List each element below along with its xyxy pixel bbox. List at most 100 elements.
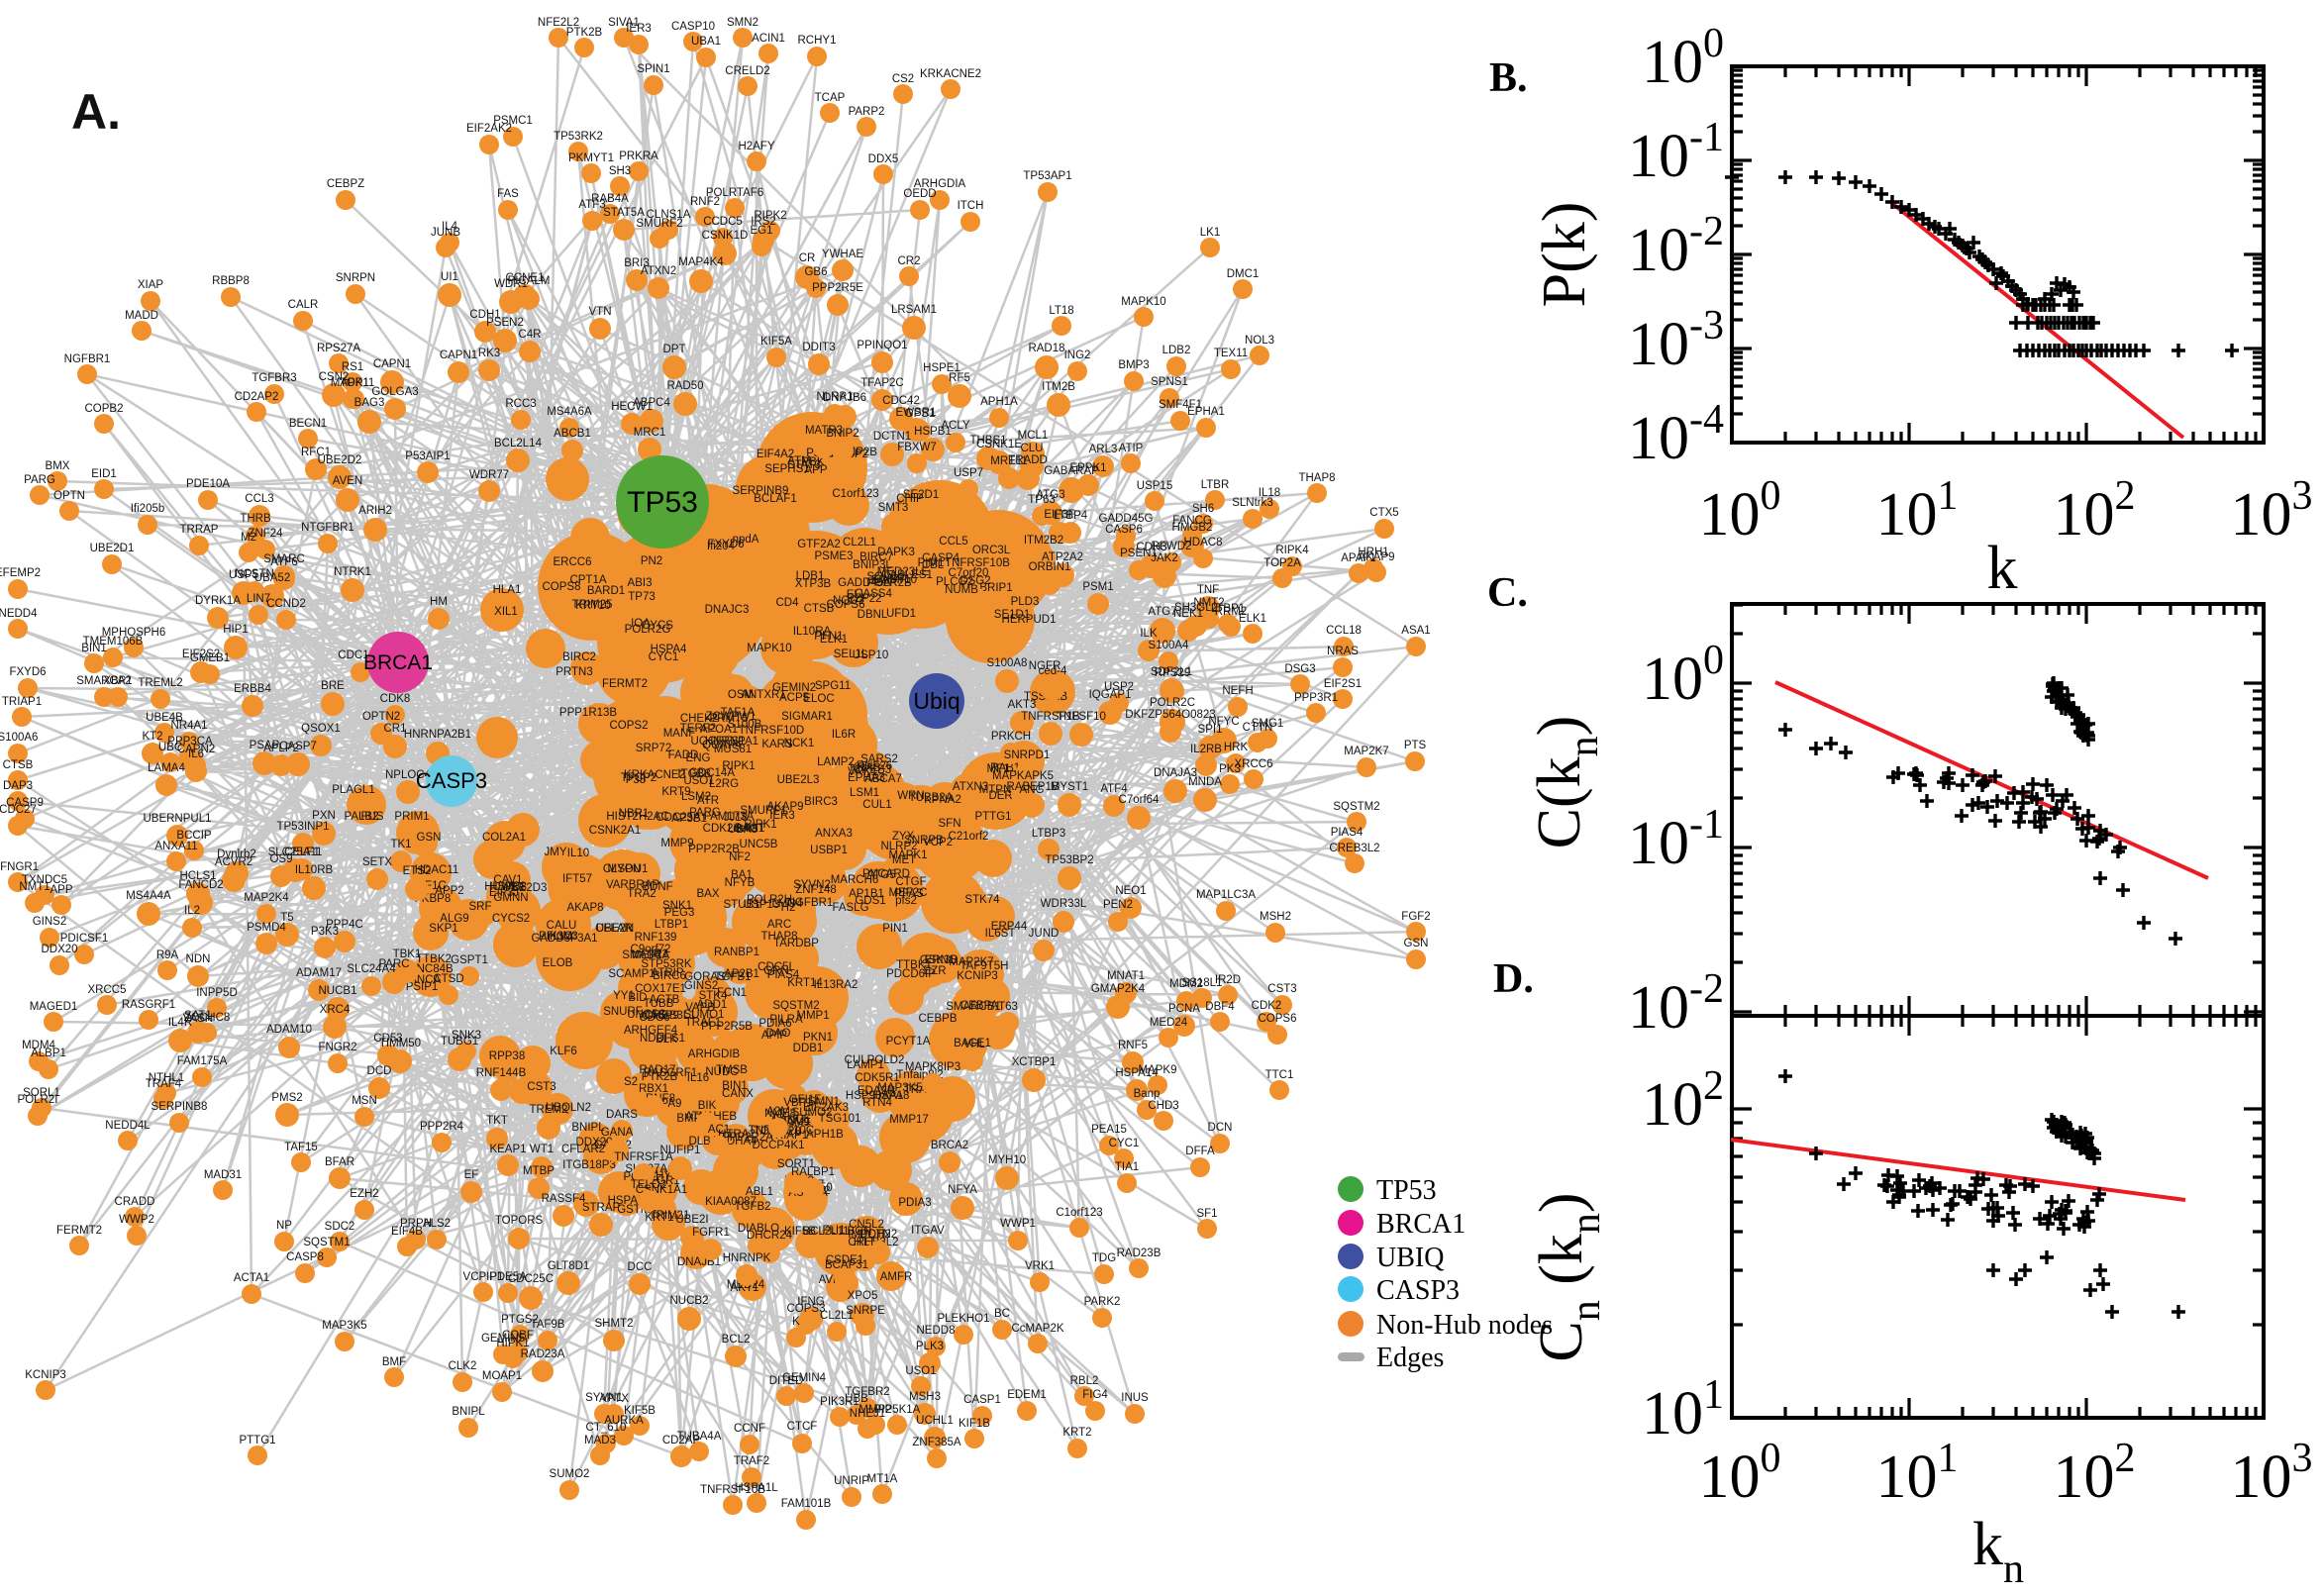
svg-text:UQCRFS1: UQCRFS1 [691, 736, 746, 748]
svg-text:MAPKAPK5: MAPKAPK5 [992, 770, 1054, 782]
svg-text:MYST1: MYST1 [1051, 781, 1088, 793]
svg-text:AVEN: AVEN [333, 475, 362, 487]
svg-text:HSPA5: HSPA5 [608, 1195, 645, 1207]
svg-text:ANXA3: ANXA3 [815, 828, 853, 840]
svg-text:CAPN2: CAPN2 [177, 744, 215, 755]
svg-text:TTBK1: TTBK1 [896, 959, 932, 971]
svg-text:IFNG: IFNG [797, 1296, 825, 1308]
svg-text:DSG2: DSG2 [960, 575, 990, 587]
svg-text:APLP2: APLP2 [263, 743, 299, 754]
svg-text:ABCA7: ABCA7 [864, 773, 902, 785]
svg-text:HIPK1: HIPK1 [496, 1338, 529, 1349]
svg-text:ADAM17: ADAM17 [296, 967, 342, 979]
svg-text:CSNK1E: CSNK1E [976, 439, 1022, 450]
svg-text:CASP3: CASP3 [1376, 1275, 1460, 1306]
svg-text:PLEKHO1: PLEKHO1 [937, 1313, 989, 1325]
svg-text:ERBB4: ERBB4 [234, 683, 271, 695]
svg-text:CSNK1D: CSNK1D [702, 230, 749, 242]
svg-text:THRB: THRB [240, 513, 271, 525]
svg-text:ITM2B2: ITM2B2 [1024, 535, 1063, 547]
svg-text:BIRC7: BIRC7 [859, 551, 893, 563]
svg-text:FXYD6: FXYD6 [9, 666, 46, 678]
svg-text:EIF2AK3: EIF2AK3 [803, 1102, 849, 1114]
svg-text:COBF: COBF [502, 1330, 534, 1342]
svg-text:CDC42: CDC42 [882, 395, 920, 407]
svg-text:DIABLO: DIABLO [738, 1223, 779, 1235]
svg-text:NGFBR1: NGFBR1 [787, 897, 834, 909]
svg-text:NLRP2: NLRP2 [880, 841, 917, 852]
svg-text:PPP2R2B: PPP2R2B [688, 844, 740, 855]
svg-text:JJ18: JJ18 [724, 812, 748, 824]
svg-text:LTBR: LTBR [1201, 479, 1230, 491]
svg-text:SMN2: SMN2 [727, 17, 758, 29]
svg-text:THBS1: THBS1 [969, 435, 1006, 447]
svg-text:DARS: DARS [606, 1109, 638, 1121]
svg-text:Non-Hub nodes: Non-Hub nodes [1376, 1310, 1553, 1341]
svg-text:FBXW7: FBXW7 [897, 442, 937, 453]
svg-text:NOD1: NOD1 [833, 595, 864, 607]
svg-text:NTHL1: NTHL1 [149, 1072, 184, 1084]
svg-text:MF1: MF1 [987, 763, 1010, 775]
svg-text:NUCB1: NUCB1 [319, 985, 357, 997]
svg-text:SUMO1: SUMO1 [684, 1009, 725, 1021]
svg-text:XPO5: XPO5 [848, 1290, 878, 1302]
svg-text:SIGMAR1: SIGMAR1 [781, 711, 833, 723]
svg-text:BIRC6: BIRC6 [653, 970, 686, 982]
svg-text:SE2D1: SE2D1 [903, 489, 939, 501]
svg-text:SMURF1: SMURF1 [740, 805, 786, 817]
svg-text:MSH3: MSH3 [909, 1391, 941, 1403]
svg-text:DAPK3: DAPK3 [877, 547, 915, 558]
svg-text:GORAS: GORAS [684, 971, 726, 983]
svg-text:GOLGA3: GOLGA3 [371, 386, 418, 398]
svg-text:C4R: C4R [518, 329, 541, 341]
svg-text:IR2D: IR2D [1215, 974, 1241, 986]
svg-text:SOD1: SOD1 [866, 571, 897, 583]
svg-text:KCNIP3: KCNIP3 [957, 970, 998, 982]
svg-text:SF1: SF1 [1196, 1208, 1217, 1220]
svg-text:ELL: ELL [847, 589, 867, 601]
svg-text:ADAM10: ADAM10 [266, 1024, 312, 1036]
svg-text:BFAR: BFAR [325, 1156, 354, 1168]
svg-text:TOP2A: TOP2A [1263, 557, 1301, 569]
svg-text:GSK3B: GSK3B [920, 954, 959, 966]
svg-text:NDUFS1: NDUFS1 [640, 1033, 685, 1045]
svg-text:VASN: VASN [183, 1013, 213, 1025]
svg-text:SUMO2: SUMO2 [792, 1107, 833, 1119]
svg-text:UBA52: UBA52 [254, 572, 290, 584]
svg-text:PSEN2: PSEN2 [486, 317, 524, 329]
svg-text:IFT57: IFT57 [562, 873, 592, 885]
svg-text:ZNF385A: ZNF385A [912, 1437, 961, 1448]
svg-text:ZYX: ZYX [892, 831, 915, 843]
svg-text:KRT9: KRT9 [661, 786, 690, 798]
svg-text:SFN: SFN [939, 818, 961, 830]
svg-text:IER3: IER3 [626, 23, 652, 35]
svg-text:HM: HM [430, 596, 448, 608]
svg-text:APOA1: APOA1 [700, 724, 738, 736]
svg-text:HRH1: HRH1 [1358, 547, 1388, 558]
svg-text:TUBB2A: TUBB2A [909, 792, 954, 804]
svg-text:TP53RK2: TP53RK2 [554, 131, 603, 143]
svg-text:TTBK2: TTBK2 [416, 953, 452, 965]
svg-text:PEG3: PEG3 [664, 907, 695, 919]
svg-text:UNRIP: UNRIP [834, 1475, 869, 1487]
svg-text:USP15: USP15 [1137, 480, 1172, 492]
svg-text:ADD1: ADD1 [697, 999, 728, 1011]
svg-text:USP13: USP13 [744, 899, 779, 911]
svg-text:PRMT5: PRMT5 [710, 713, 749, 725]
svg-text:NHEJ1: NHEJ1 [850, 1408, 885, 1420]
svg-text:S100A6: S100A6 [0, 732, 38, 744]
svg-text:XTP3B: XTP3B [795, 578, 832, 590]
svg-text:SDC2: SDC2 [325, 1221, 355, 1233]
svg-text:CFLAR: CFLAR [595, 923, 633, 935]
svg-text:VBP1: VBP1 [783, 1097, 812, 1109]
svg-text:GANA: GANA [601, 1127, 634, 1139]
svg-text:BA1: BA1 [731, 869, 753, 881]
svg-text:MMP9: MMP9 [660, 838, 693, 849]
svg-text:USP5: USP5 [229, 569, 258, 581]
svg-text:PSEN1: PSEN1 [1120, 548, 1158, 559]
svg-text:CS2: CS2 [892, 73, 914, 85]
svg-text:TP53: TP53 [627, 486, 698, 519]
svg-text:EID1: EID1 [91, 468, 117, 480]
svg-text:MSH2: MSH2 [1260, 911, 1291, 923]
svg-text:CD53: CD53 [373, 1033, 402, 1045]
